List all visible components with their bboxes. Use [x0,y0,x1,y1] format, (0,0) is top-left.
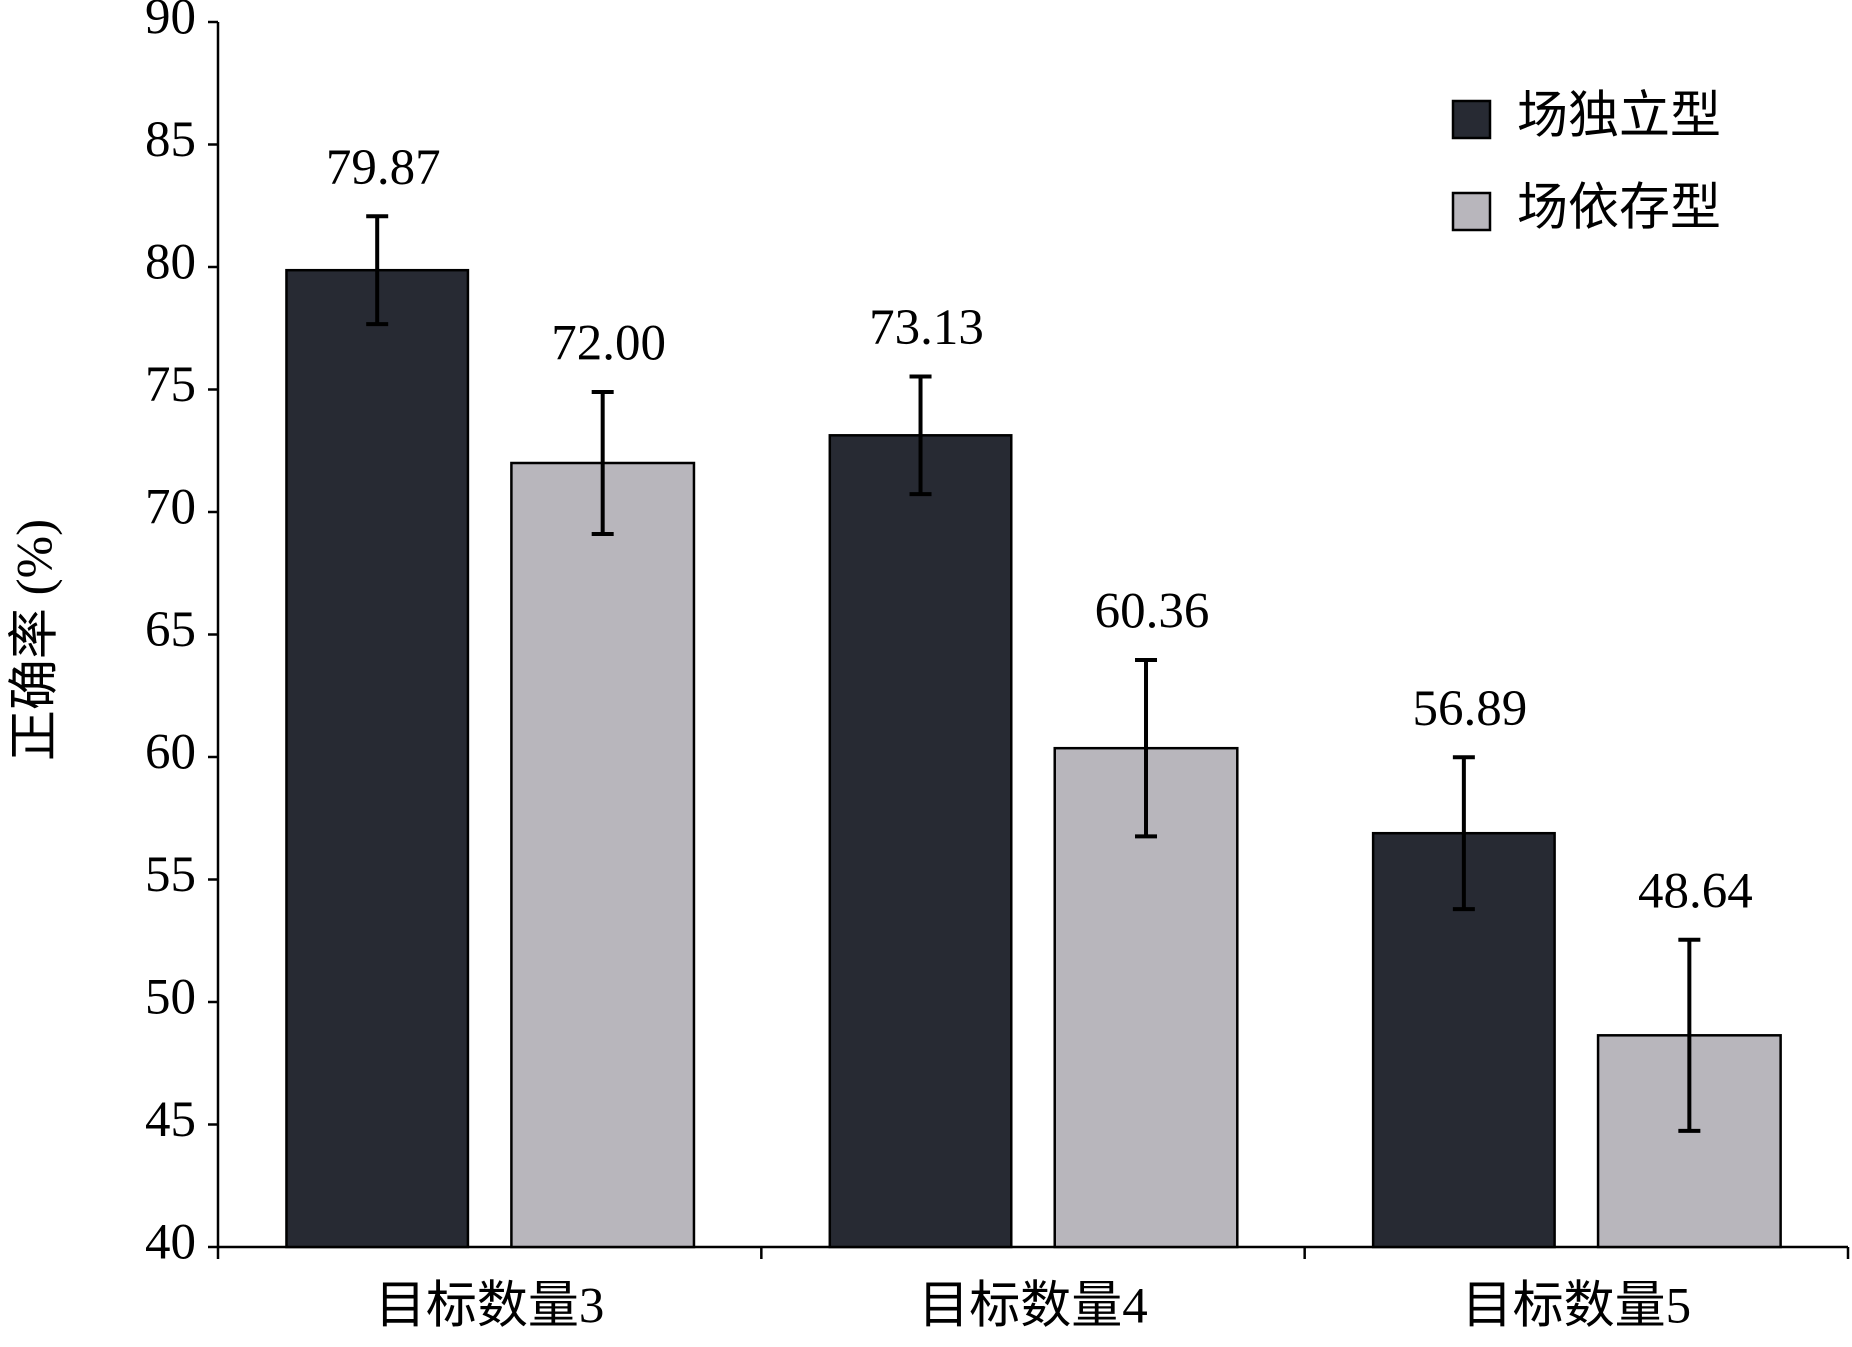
y-tick-label: 75 [145,357,196,413]
x-tick-label: 目标数量5 [1462,1279,1692,1335]
value-label: 60.36 [1095,584,1210,640]
y-tick-label: 40 [145,1215,196,1271]
legend-label: 场依存型 [1517,181,1721,237]
value-label: 56.89 [1412,681,1527,737]
value-label: 79.87 [326,140,441,196]
y-tick-label: 85 [145,112,196,168]
y-tick-label: 60 [145,725,196,781]
x-tick-label: 目标数量3 [375,1279,605,1335]
bar [828,434,1013,1249]
bar [285,268,470,1249]
y-tick-label: 45 [145,1092,196,1148]
legend-swatch [1451,191,1492,232]
y-tick-label: 90 [145,0,196,46]
bar [510,461,696,1249]
value-label: 48.64 [1638,863,1753,919]
value-label: 72.00 [551,316,666,372]
legend-label: 场独立型 [1517,89,1721,145]
y-tick-label: 70 [145,480,196,536]
value-label: 73.13 [869,300,984,356]
y-axis-label: 正确率 (%) [8,519,64,761]
y-tick-label: 50 [145,970,196,1026]
y-tick-label: 55 [145,847,196,903]
legend-swatch [1451,99,1492,140]
x-tick-label: 目标数量4 [918,1279,1148,1335]
y-tick-label: 80 [145,235,196,291]
y-tick-label: 65 [145,602,196,658]
